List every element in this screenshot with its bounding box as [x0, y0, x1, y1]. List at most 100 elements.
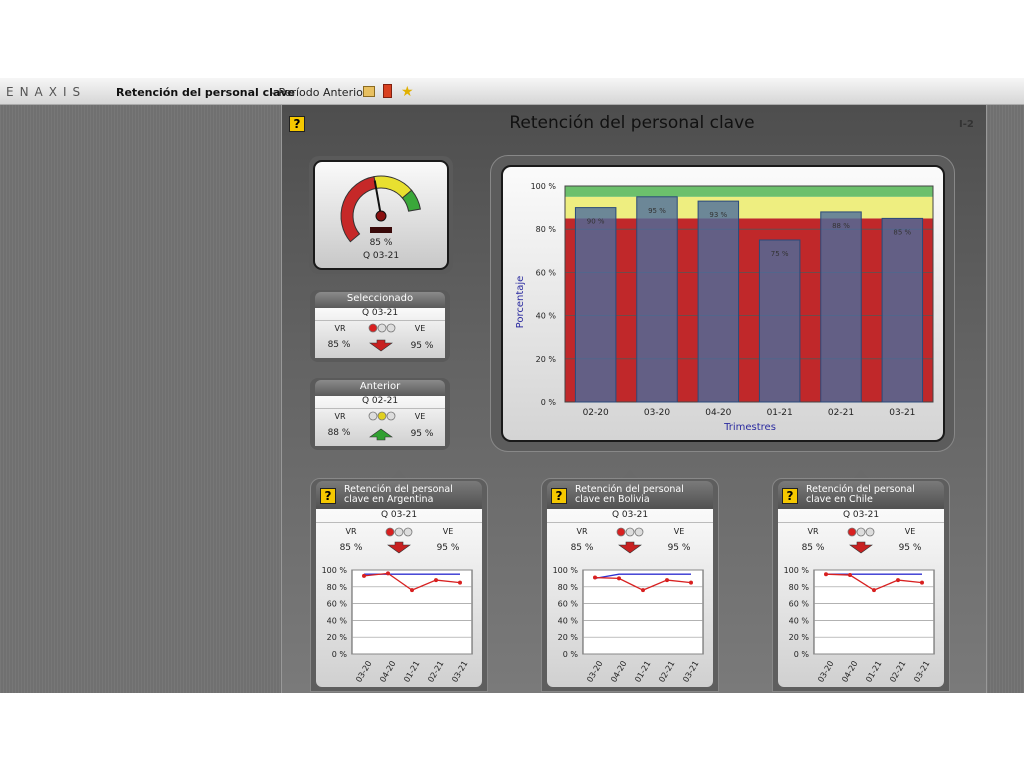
- bar: [881, 217, 924, 403]
- x-tick-label: 02-20: [583, 408, 609, 418]
- help-icon[interactable]: ?: [551, 488, 567, 504]
- bar: [820, 211, 862, 403]
- gauge-value: 85 %: [369, 238, 393, 248]
- series-point: [665, 578, 669, 583]
- traffic-light: [394, 527, 404, 537]
- ve-value: 95 %: [667, 543, 691, 553]
- y-tick-label: 80 %: [789, 583, 810, 592]
- trend-arrow: [369, 428, 393, 441]
- bar: [636, 196, 678, 403]
- x-tick-label: 01-21: [767, 408, 793, 418]
- traffic-light: [847, 527, 857, 537]
- series-point: [593, 575, 597, 580]
- bar: [758, 239, 801, 403]
- y-tick-label: 40 %: [536, 312, 557, 321]
- gauge-hub: [375, 210, 387, 222]
- x-tick-label: 01-21: [633, 659, 652, 684]
- help-icon[interactable]: ?: [289, 116, 305, 132]
- value-label: 75 %: [771, 250, 789, 258]
- x-tick-label: 02-21: [657, 659, 676, 684]
- trend-arrow: [849, 541, 873, 554]
- top-bar: ENAXIS Retención del personal clave - Pe…: [0, 78, 1024, 105]
- card-period: Q 03-21: [361, 308, 399, 318]
- brand: ENAXIS: [6, 85, 87, 99]
- y-tick-label: 60 %: [789, 600, 810, 609]
- traffic-light: [865, 527, 875, 537]
- vr-value: 85 %: [327, 340, 351, 350]
- y-axis-label: Porcentaje: [515, 276, 526, 329]
- series-point: [641, 588, 645, 593]
- value-label: 88 %: [832, 222, 850, 230]
- x-tick-label: 02-21: [888, 659, 907, 684]
- x-tick-label: 04-20: [705, 408, 731, 418]
- traffic-light: [385, 527, 395, 537]
- x-tick-label: 03-21: [681, 659, 700, 684]
- region-title: Retención del personal clave en Chile: [806, 484, 915, 505]
- panel-code: I-2: [959, 119, 974, 130]
- y-tick-label: 100 %: [531, 182, 557, 191]
- value-label: 85 %: [893, 228, 911, 236]
- traffic-light: [368, 323, 378, 333]
- traffic-light: [856, 527, 866, 537]
- ve-value: 95 %: [898, 543, 922, 553]
- threshold-band: [565, 196, 933, 219]
- series-line: [594, 573, 691, 580]
- y-tick-label: 100 %: [553, 566, 579, 575]
- y-tick-label: 60 %: [327, 600, 348, 609]
- trend-arrow: [618, 541, 642, 554]
- trend-arrow: [369, 339, 393, 352]
- card-title: Seleccionado: [346, 293, 414, 304]
- value-label: 90 %: [587, 218, 605, 226]
- x-tick-label: 03-21: [450, 659, 469, 684]
- region-divider: [778, 522, 944, 523]
- panel-title: Retención del personal clave: [509, 113, 755, 133]
- region-header: [778, 481, 944, 511]
- series-point: [410, 588, 414, 593]
- region-divider: [316, 522, 482, 523]
- x-tick-label: 01-21: [864, 659, 883, 684]
- traffic-light: [403, 527, 413, 537]
- series-point: [458, 580, 462, 585]
- region-period: Q 03-21: [611, 510, 649, 520]
- y-tick-label: 0 %: [563, 650, 579, 659]
- bar: [574, 207, 617, 403]
- ve-label: VE: [414, 412, 426, 421]
- y-tick-label: 40 %: [558, 616, 579, 625]
- gauge-indicator: [370, 227, 392, 233]
- region-header: [547, 481, 713, 511]
- help-icon[interactable]: ?: [320, 488, 336, 504]
- traffic-light: [368, 411, 378, 421]
- series-point: [824, 572, 828, 577]
- icon-book[interactable]: [383, 84, 392, 98]
- card-divider: [315, 408, 445, 409]
- vr-label: VR: [345, 527, 357, 536]
- region-notch: [623, 470, 637, 478]
- series-point: [434, 578, 438, 583]
- trend-arrow: [387, 541, 411, 554]
- series-point: [689, 580, 693, 585]
- ve-label: VE: [904, 527, 916, 536]
- y-tick-label: 0 %: [794, 650, 810, 659]
- help-icon[interactable]: ?: [782, 488, 798, 504]
- icon-star[interactable]: ★: [401, 84, 414, 100]
- plot-area: [813, 569, 935, 655]
- icon-folder[interactable]: [363, 86, 375, 97]
- ve-value: 95 %: [410, 341, 434, 351]
- series-point: [848, 573, 852, 578]
- value-label: 95 %: [648, 207, 666, 215]
- ve-label: VE: [673, 527, 685, 536]
- gauge-needle: [373, 180, 382, 217]
- card-divider: [315, 320, 445, 321]
- region-period: Q 03-21: [380, 510, 418, 520]
- x-tick-label: 03-20: [585, 659, 604, 684]
- y-tick-label: 20 %: [789, 633, 810, 642]
- x-tick-label: 03-20: [816, 659, 835, 684]
- card-header: [315, 292, 445, 308]
- series-point: [920, 580, 924, 585]
- region-divider: [547, 522, 713, 523]
- series-point: [362, 573, 366, 578]
- threshold-band: [565, 218, 933, 402]
- app-subtitle: - Período Anterior: [271, 86, 368, 99]
- vr-label: VR: [576, 527, 588, 536]
- y-tick-label: 100 %: [322, 566, 348, 575]
